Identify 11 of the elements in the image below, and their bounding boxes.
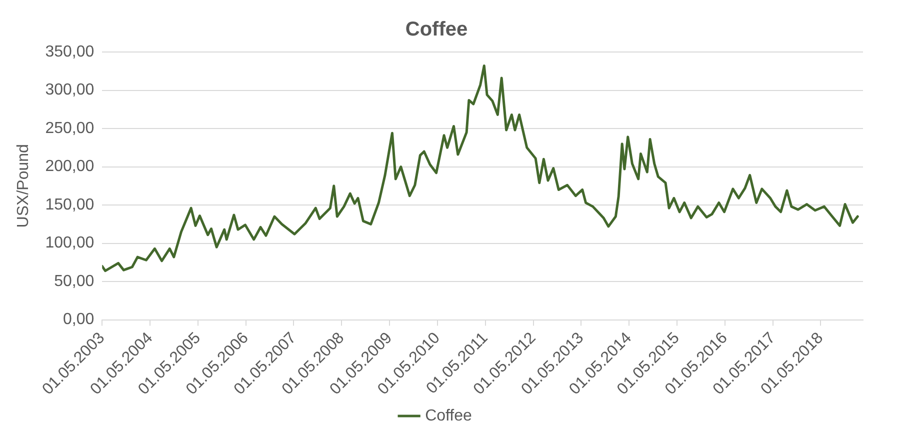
y-axis-title: USX/Pound bbox=[15, 144, 32, 228]
y-tick-label: 0,00 bbox=[62, 311, 94, 328]
y-tick-label: 50,00 bbox=[54, 272, 94, 290]
y-tick-label: 200,00 bbox=[45, 158, 94, 176]
y-tick-label: 150,00 bbox=[45, 196, 94, 214]
y-tick-label: 250,00 bbox=[45, 120, 94, 137]
y-tick-label: 100,00 bbox=[45, 234, 94, 252]
y-tick-label: 300,00 bbox=[45, 82, 94, 99]
y-tick-label: 350,00 bbox=[45, 43, 94, 60]
legend-label: Coffee bbox=[425, 407, 472, 424]
chart-title: Coffee bbox=[405, 18, 468, 41]
